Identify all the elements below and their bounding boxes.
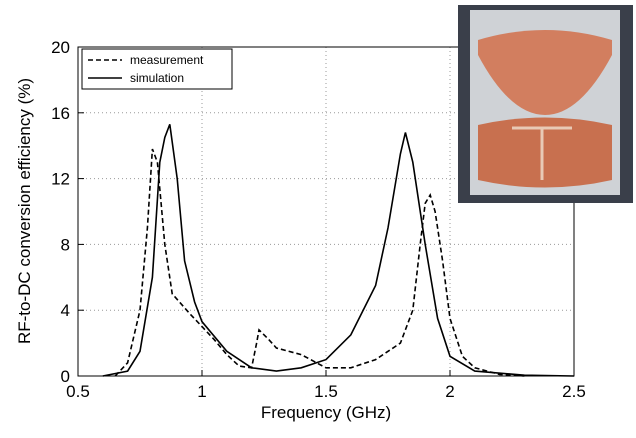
y-tick-label: 8 xyxy=(61,235,70,254)
copper-bottom xyxy=(478,117,612,188)
data-line xyxy=(114,148,525,377)
y-tick-label: 0 xyxy=(61,367,70,386)
y-tick-label: 16 xyxy=(51,104,70,123)
legend-label: measurement xyxy=(130,53,204,67)
legend-box xyxy=(81,48,233,90)
y-tick-label: 20 xyxy=(51,38,70,57)
y-axis-label: RF-to-DC conversion efficiency (%) xyxy=(15,78,34,344)
copper-top xyxy=(478,30,612,115)
x-tick-label: 1 xyxy=(197,382,206,401)
x-tick-label: 2 xyxy=(445,382,454,401)
axes-box xyxy=(77,46,575,377)
legend-label: simulation xyxy=(130,71,184,85)
data-line xyxy=(102,124,575,377)
x-axis-label: Frequency (GHz) xyxy=(261,403,391,422)
x-tick-label: 2.5 xyxy=(562,382,586,401)
y-tick-label: 12 xyxy=(51,170,70,189)
inset-photo xyxy=(458,5,633,203)
feed-line xyxy=(512,126,572,180)
x-tick-label: 1.5 xyxy=(314,382,338,401)
y-tick-label: 4 xyxy=(61,301,70,320)
x-tick-label: 0.5 xyxy=(66,382,90,401)
